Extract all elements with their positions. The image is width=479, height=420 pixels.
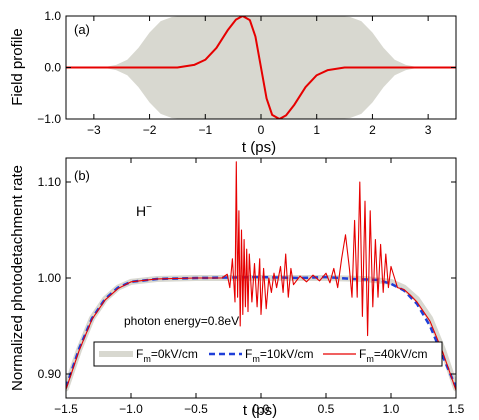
- panel-b-series: [66, 161, 456, 392]
- panel-a-ytick-label: −1.0: [37, 112, 61, 126]
- panel-b-series-2: [66, 161, 456, 391]
- panel-b: −1.5 −1.0 −0.5 0.0 0.5 1.0 1.5 0.90 1.00 1.10 (b)…: [9, 157, 465, 419]
- panel-b-series-1: [66, 275, 456, 388]
- panel-b-xlabel: t (ps): [243, 402, 277, 419]
- panel-a: −3 −2 −1 0 1 2 3 −1.0 0.0 1.0 (a) t (ps) Field pr…: [9, 9, 457, 156]
- panel-b-xtick-label: 0.5: [318, 402, 335, 416]
- panel-a-ytick-label: 1.0: [44, 9, 61, 23]
- legend-label-1: Fm=10kV/cm: [245, 347, 314, 364]
- panel-b-xtick-label: 1.5: [448, 402, 465, 416]
- panel-b-ytick-label: 1.10: [38, 175, 62, 189]
- panel-b-ylabel: Normalized photodetachment rate: [9, 165, 26, 391]
- panel-a-series-field: [66, 16, 456, 119]
- panel-a-xtick-label: 0: [258, 123, 265, 137]
- panel-b-legend: Fm=0kV/cm Fm=10kV/cm Fm=40kV/cm: [93, 341, 443, 367]
- panel-a-xtick-label: −2: [143, 123, 157, 137]
- panel-a-ytick-label: 0.0: [44, 61, 61, 75]
- panel-a-xtick-label: 1: [313, 123, 320, 137]
- panel-b-annotation-ion: H−: [136, 202, 152, 219]
- panel-b-xtick-label: 0.0: [253, 402, 270, 416]
- panel-b-xtick-label: 1.0: [383, 402, 400, 416]
- panel-b-label: (b): [74, 168, 90, 183]
- panel-a-xtick-label: 2: [369, 123, 376, 137]
- panel-a-ticks: −3 −2 −1 0 1 2 3 −1.0 0.0 1.0: [37, 9, 456, 137]
- panel-b-annotation-photon: photon energy=0.8eV: [124, 314, 239, 328]
- panel-b-ytick-label: 1.00: [38, 271, 62, 285]
- panel-a-xtick-label: −3: [87, 123, 101, 137]
- panel-b-ytick-label: 0.90: [38, 367, 62, 381]
- panel-b-ticks: −1.5 −1.0 −0.5 0.0 0.5 1.0 1.5 0.90 1.00 1.10: [38, 158, 465, 416]
- panel-b-xtick-label: −0.5: [184, 402, 208, 416]
- panel-a-xlabel: t (ps): [242, 139, 276, 156]
- panel-a-label: (a): [74, 22, 90, 37]
- panel-a-series: [66, 16, 456, 119]
- panel-a-xtick-label: −1: [198, 123, 212, 137]
- panel-a-ylabel: Field profile: [9, 28, 26, 106]
- legend-label-2: Fm=40kV/cm: [359, 347, 428, 364]
- panel-b-xtick-label: −1.0: [119, 402, 143, 416]
- panel-b-xtick-label: −1.5: [54, 402, 78, 416]
- legend-box: [93, 341, 443, 367]
- legend-label-0: Fm=0kV/cm: [136, 347, 198, 364]
- panel-a-xtick-label: 3: [425, 123, 432, 137]
